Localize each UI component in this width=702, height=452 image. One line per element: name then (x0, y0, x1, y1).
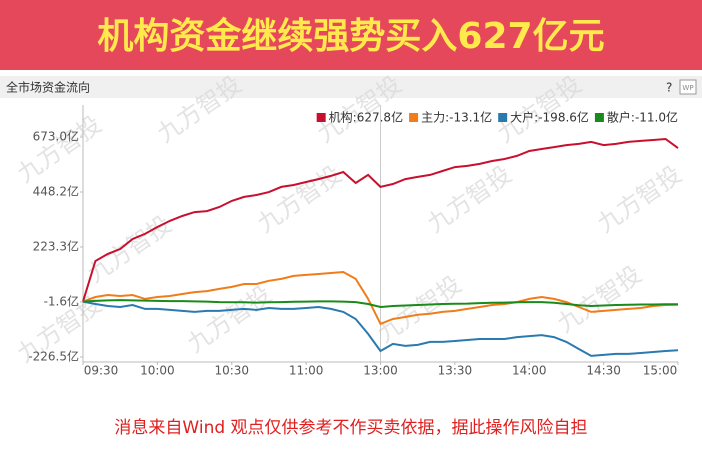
x-tick-label: 10:30 (214, 364, 249, 378)
legend-swatch (498, 113, 508, 122)
legend-swatch (316, 113, 326, 122)
series-line (82, 270, 679, 326)
footer: 消息来自Wind 观点仅供参考不作买卖依据，据此操作风险自担 (114, 418, 587, 438)
legend-label: 主力:-13.1亿 (421, 110, 492, 125)
x-tick-label: 14:00 (512, 364, 547, 378)
series-line (82, 137, 679, 302)
series-line (82, 299, 678, 309)
legend-label: 散户:-11.0亿 (607, 110, 678, 125)
legend-label: 大户:-198.6亿 (510, 110, 589, 125)
legend-swatch (409, 113, 419, 122)
y-tick-label: 223.3亿 (33, 238, 79, 253)
y-tick-label: 448.2亿 (33, 184, 79, 199)
panel-title: 全市场资金流向 (6, 80, 90, 95)
banner-title: 机构资金继续强势买入627亿元 (97, 15, 604, 57)
x-tick-label: 13:30 (438, 364, 473, 378)
x-tick-label: 09:30 (84, 364, 119, 378)
legend-label: 机构:627.8亿 (329, 110, 403, 125)
y-tick-label: -1.6亿 (44, 293, 79, 308)
panel-header (0, 76, 702, 98)
help-icon[interactable]: ? (666, 81, 672, 95)
y-tick-label: 673.0亿 (33, 129, 79, 144)
wp-icon[interactable] (679, 79, 697, 95)
x-tick-label: 15:00 (643, 364, 678, 378)
plot: 673.0亿 448.2亿 223.3亿 -1.6亿 -226.5亿 09:30 10:00… (28, 105, 679, 378)
x-tick-label: 10:00 (140, 364, 175, 378)
series-line (82, 300, 679, 357)
x-tick-label: 13:00 (363, 364, 398, 378)
legend-swatch (594, 113, 604, 122)
wp-icon-label: WP (682, 84, 693, 92)
x-tick-label: 14:30 (586, 364, 621, 378)
banner-bg (0, 0, 702, 70)
x-tick-label: 11:00 (289, 364, 324, 378)
y-tick-label: -226.5亿 (28, 348, 79, 363)
